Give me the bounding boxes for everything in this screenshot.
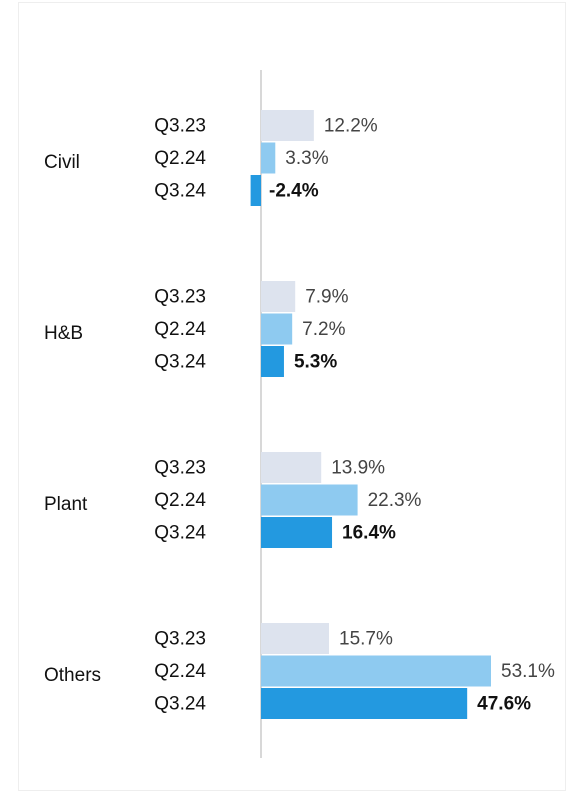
value-label: 13.9% [331,458,385,479]
bar [261,346,284,377]
bar [261,688,468,719]
bar [261,110,314,141]
value-label: -2.4% [269,181,319,202]
bar [261,142,276,174]
series-label: Q3.23 [154,116,206,137]
value-label: 5.3% [294,352,337,373]
value-label: 7.2% [302,319,345,340]
bar [261,655,491,687]
bar [261,452,322,483]
series-label: Q2.24 [154,661,206,682]
bar [261,313,293,345]
value-label: 47.6% [477,694,531,715]
category-label: Others [44,665,101,686]
value-label: 53.1% [501,661,555,682]
series-label: Q2.24 [154,490,206,511]
bar [250,175,261,206]
series-label: Q3.24 [154,181,206,202]
series-label: Q2.24 [154,148,206,169]
bar [261,281,296,312]
value-label: 15.7% [339,629,393,650]
value-label: 7.9% [305,287,348,308]
value-label: 12.2% [324,116,378,137]
bar [261,484,358,516]
category-label: H&B [44,323,83,344]
series-label: Q3.23 [154,458,206,479]
series-label: Q3.23 [154,287,206,308]
value-label: 16.4% [342,523,396,544]
value-label: 3.3% [285,148,328,169]
series-label: Q3.24 [154,523,206,544]
series-label: Q2.24 [154,319,206,340]
category-label: Civil [44,152,80,173]
bar [261,623,330,654]
value-label: 22.3% [368,490,422,511]
series-label: Q3.24 [154,352,206,373]
frame [18,2,566,791]
series-label: Q3.23 [154,629,206,650]
category-label: Plant [44,494,88,515]
bar [261,517,333,548]
series-label: Q3.24 [154,694,206,715]
